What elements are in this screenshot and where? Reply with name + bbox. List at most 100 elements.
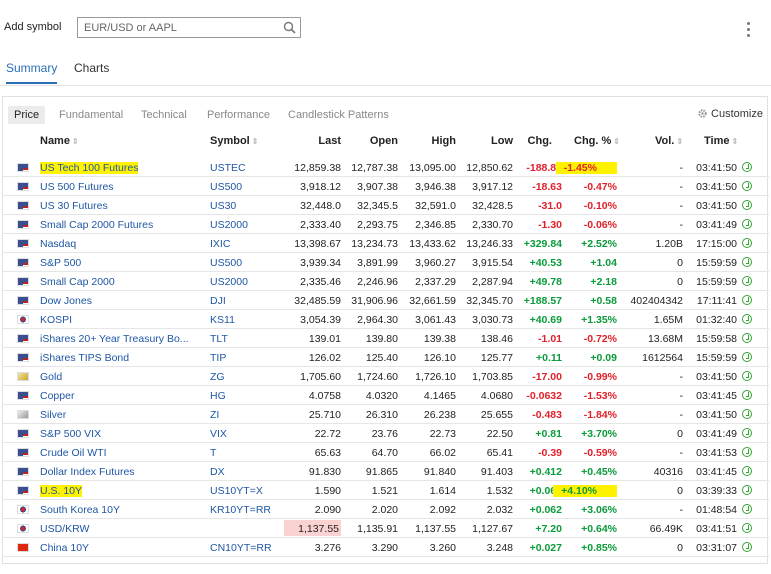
row-name-link[interactable]: Gold: [40, 371, 63, 383]
row-name-link[interactable]: US 500 Futures: [40, 181, 114, 193]
row-name-link[interactable]: Nasdaq: [40, 238, 77, 250]
subtab-price[interactable]: Price: [8, 106, 46, 124]
col-symbol[interactable]: Symbol ⇕: [210, 135, 259, 147]
row-name-link[interactable]: Small Cap 2000: [40, 276, 115, 288]
row-symbol[interactable]: US500: [210, 257, 243, 269]
row-symbol[interactable]: DX: [210, 466, 225, 478]
row-name-link[interactable]: South Korea 10Y: [40, 504, 120, 516]
col-high[interactable]: High: [431, 135, 456, 147]
row-name-link[interactable]: China 10Y: [40, 542, 90, 554]
table-row[interactable]: Small Cap 2000 US2000 2,335.46 2,246.96 2,33…: [3, 272, 769, 291]
row-high: 2,346.85: [415, 219, 456, 231]
row-name-link[interactable]: Small Cap 2000 Futures: [40, 219, 154, 231]
table-row[interactable]: Gold ZG 1,705.60 1,724.60 1,726.10 1,703.85 -1…: [3, 367, 769, 386]
table-row[interactable]: Small Cap 2000 Futures US2000 2,333.40 2,29…: [3, 215, 769, 234]
table-row[interactable]: China 10Y CN10YT=RR 3.276 3.290 3.260 3.248 +0…: [3, 538, 769, 557]
table-row[interactable]: Dow Jones DJI 32,485.59 31,906.96 32,661.59 3…: [3, 291, 769, 310]
customize-button[interactable]: Customize: [697, 108, 763, 120]
table-row[interactable]: S&P 500 US500 3,939.34 3,891.99 3,960.27 3,91…: [3, 253, 769, 272]
row-chg-pct: -0.99%: [583, 371, 617, 383]
clock-icon: [742, 276, 752, 286]
row-symbol[interactable]: T: [210, 447, 217, 459]
table-row[interactable]: Crude Oil WTI T 65.63 64.70 66.02 65.41 -0.39 -…: [3, 443, 769, 462]
table-row[interactable]: US 500 Futures US500 3,918.12 3,907.38 3,946…: [3, 177, 769, 196]
row-name-link[interactable]: Crude Oil WTI: [40, 447, 107, 459]
col-name[interactable]: Name ⇕: [40, 135, 79, 147]
table-row[interactable]: U.S. 10Y US10YT=X 1.590 1.521 1.614 1.532 +0.0…: [3, 481, 769, 500]
col-chg[interactable]: Chg.: [527, 135, 552, 147]
row-name-link[interactable]: Dollar Index Futures: [40, 466, 135, 478]
quotes-table: US Tech 100 Futures USTEC 12,859.38 12,787.…: [3, 158, 769, 557]
row-symbol[interactable]: US10YT=X: [210, 485, 263, 497]
row-name-link[interactable]: USD/KRW: [40, 523, 90, 535]
row-symbol[interactable]: TIP: [210, 352, 227, 364]
table-row[interactable]: Copper HG 4.0758 4.0320 4.1465 4.0680 -0.0632 -…: [3, 386, 769, 405]
row-open: 1,724.60: [357, 371, 398, 383]
row-symbol[interactable]: ZG: [210, 371, 225, 383]
row-last: 1,705.60: [300, 371, 341, 383]
row-name-link[interactable]: S&P 500: [40, 257, 82, 269]
row-symbol[interactable]: TLT: [210, 333, 228, 345]
row-name-link[interactable]: Silver: [40, 409, 67, 421]
row-symbol[interactable]: US500: [210, 181, 243, 193]
tab-summary[interactable]: Summary: [6, 61, 58, 84]
row-time: 03:41:53: [696, 447, 737, 459]
search-icon[interactable]: [283, 21, 296, 34]
more-options-icon[interactable]: [742, 22, 754, 44]
table-row[interactable]: Nasdaq IXIC 13,398.67 13,234.73 13,433.62 13,…: [3, 234, 769, 253]
top-bar: Add symbol: [0, 0, 771, 50]
row-symbol[interactable]: IXIC: [210, 238, 231, 250]
col-open[interactable]: Open: [369, 135, 398, 147]
flag-icon: [17, 429, 29, 438]
row-symbol[interactable]: VIX: [210, 428, 227, 440]
row-symbol[interactable]: DJI: [210, 295, 226, 307]
row-name-link[interactable]: iShares 20+ Year Treasury Bo...: [40, 333, 189, 345]
symbol-search-input[interactable]: [78, 18, 274, 37]
row-symbol[interactable]: US30: [210, 200, 237, 212]
table-row[interactable]: KOSPI KS11 3,054.39 2,964.30 3,061.43 3,030.7…: [3, 310, 769, 329]
row-chg: -1.30: [538, 219, 562, 231]
subtab-performance[interactable]: Performance: [207, 109, 270, 121]
col-time[interactable]: Time ⇕: [704, 135, 739, 147]
row-name-link[interactable]: Dow Jones: [40, 295, 92, 307]
row-name-link[interactable]: iShares TIPS Bond: [40, 352, 130, 364]
row-vol: -: [679, 371, 684, 383]
row-time: 03:41:50: [696, 371, 737, 383]
table-row[interactable]: iShares TIPS Bond TIP 126.02 125.40 126.10 12…: [3, 348, 769, 367]
col-last[interactable]: Last: [318, 135, 341, 147]
table-row[interactable]: S&P 500 VIX VIX 22.72 23.76 22.73 22.50 +0.81 +…: [3, 424, 769, 443]
row-name-link[interactable]: Copper: [40, 390, 75, 402]
row-name-link[interactable]: US Tech 100 Futures: [40, 162, 139, 174]
row-symbol[interactable]: USTEC: [210, 162, 246, 174]
col-low[interactable]: Low: [491, 135, 513, 147]
row-symbol[interactable]: KS11: [210, 314, 235, 326]
table-row[interactable]: Dollar Index Futures DX 91.830 91.865 91.840…: [3, 462, 769, 481]
table-row[interactable]: USD/KRW 1,137.55 1,135.91 1,137.55 1,127.67 +…: [3, 519, 769, 538]
table-row[interactable]: US Tech 100 Futures USTEC 12,859.38 12,787.…: [3, 158, 769, 177]
row-symbol[interactable]: HG: [210, 390, 226, 402]
row-symbol[interactable]: KR10YT=RR: [210, 504, 271, 516]
row-symbol[interactable]: CN10YT=RR: [210, 542, 272, 554]
subtab-candlestick-patterns[interactable]: Candlestick Patterns: [288, 109, 389, 121]
clock-icon: [742, 466, 752, 476]
tab-charts[interactable]: Charts: [74, 61, 110, 75]
row-symbol[interactable]: ZI: [210, 409, 220, 421]
subtab-fundamental[interactable]: Fundamental: [59, 109, 124, 121]
flag-icon: [17, 505, 29, 514]
table-row[interactable]: iShares 20+ Year Treasury Bo... TLT 139.01…: [3, 329, 769, 348]
col-chg-pct[interactable]: Chg. % ⇕: [574, 135, 620, 147]
row-name-link[interactable]: S&P 500 VIX: [40, 428, 102, 440]
col-vol[interactable]: Vol. ⇕: [655, 135, 684, 147]
table-row[interactable]: Silver ZI 25.710 26.310 26.238 25.655 -0.483 -1…: [3, 405, 769, 424]
flag-icon: [17, 315, 29, 324]
row-symbol[interactable]: US2000: [210, 276, 248, 288]
symbol-search-box[interactable]: [77, 17, 301, 38]
row-vol: 1.20B: [655, 238, 683, 250]
table-row[interactable]: South Korea 10Y KR10YT=RR 2.090 2.020 2.092 2…: [3, 500, 769, 519]
row-name-link[interactable]: US 30 Futures: [40, 200, 108, 212]
table-row[interactable]: US 30 Futures US30 32,448.0 32,345.5 32,591.…: [3, 196, 769, 215]
row-name-link[interactable]: KOSPI: [40, 314, 73, 326]
row-name-link[interactable]: U.S. 10Y: [40, 485, 83, 497]
row-symbol[interactable]: US2000: [210, 219, 248, 231]
subtab-technical[interactable]: Technical: [141, 109, 187, 121]
